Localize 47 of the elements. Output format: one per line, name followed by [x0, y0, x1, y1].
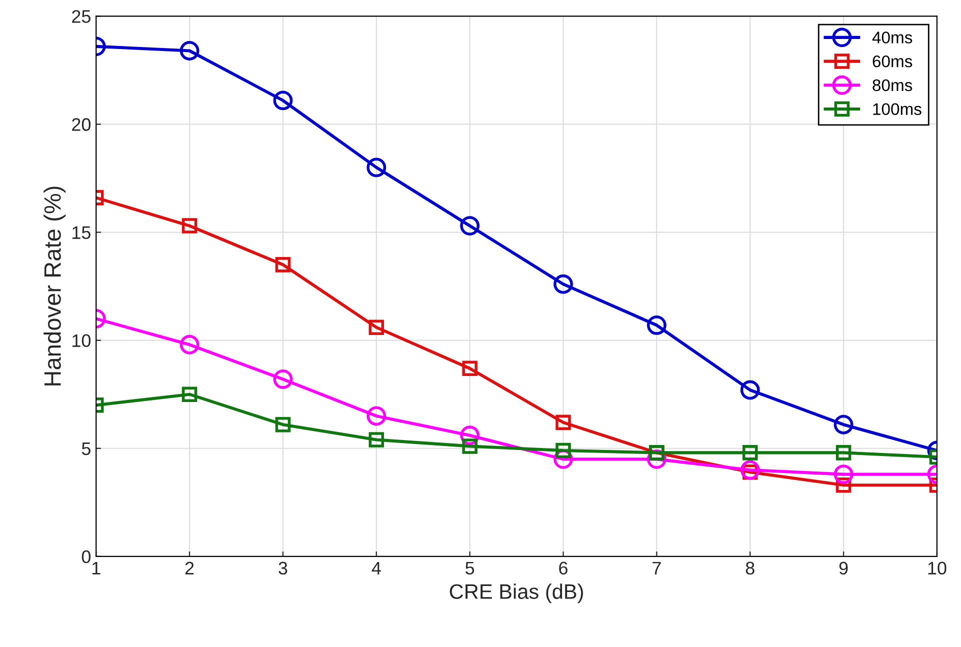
point — [742, 445, 758, 460]
point — [646, 315, 666, 335]
legend-label: 40ms — [872, 32, 912, 44]
y-axis-title: Handover Rate (%) — [44, 186, 66, 386]
point — [834, 464, 854, 484]
x-tick-label: 3 — [278, 562, 288, 575]
point — [460, 216, 480, 236]
x-tick-label: 6 — [559, 562, 568, 575]
point — [275, 257, 291, 272]
point — [740, 460, 760, 480]
legend-label: 60ms — [872, 55, 912, 68]
point — [368, 320, 384, 335]
y-tick-label: 5 — [82, 442, 90, 456]
legend-label: 100ms — [873, 103, 922, 116]
x-axis-title: CRE Bias (dB) — [450, 584, 583, 604]
x-tick-label: 9 — [839, 562, 848, 575]
point — [273, 90, 293, 110]
point — [368, 432, 384, 448]
x-tick-label: 5 — [466, 562, 474, 575]
point — [836, 445, 852, 460]
point — [182, 218, 198, 234]
y-tick-label: 25 — [72, 10, 90, 23]
legend-label: 80ms — [872, 79, 912, 92]
point — [556, 442, 571, 458]
point — [180, 41, 200, 60]
point — [180, 334, 200, 354]
x-tick-label: 1 — [92, 562, 100, 574]
y-tick-label: 15 — [72, 226, 90, 239]
point — [366, 406, 386, 426]
y-tick-label: 20 — [72, 118, 91, 131]
point — [554, 274, 573, 294]
x-tick-label: 7 — [652, 562, 661, 574]
point — [462, 360, 478, 376]
point — [740, 380, 760, 400]
point — [273, 369, 293, 389]
x-tick-label: 8 — [746, 562, 754, 575]
x-tick-label: 10 — [928, 562, 946, 575]
y-tick-label: 10 — [72, 334, 91, 348]
point — [275, 416, 291, 432]
point — [556, 414, 571, 430]
point — [366, 158, 386, 178]
x-tick-label: 4 — [372, 562, 381, 574]
point — [834, 414, 854, 434]
point — [462, 438, 478, 454]
y-tick-label: 0 — [82, 550, 91, 564]
x-tick-label: 2 — [185, 562, 194, 574]
point — [182, 386, 198, 402]
